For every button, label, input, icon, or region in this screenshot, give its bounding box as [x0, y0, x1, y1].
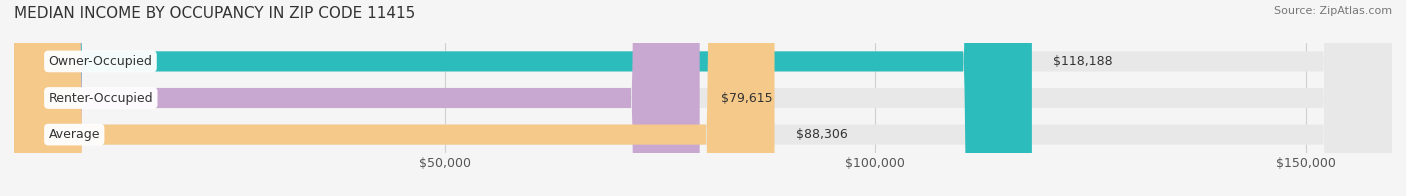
Text: MEDIAN INCOME BY OCCUPANCY IN ZIP CODE 11415: MEDIAN INCOME BY OCCUPANCY IN ZIP CODE 1… — [14, 6, 415, 21]
Text: Average: Average — [48, 128, 100, 141]
FancyBboxPatch shape — [14, 0, 700, 196]
Text: $118,188: $118,188 — [1053, 55, 1114, 68]
Text: Source: ZipAtlas.com: Source: ZipAtlas.com — [1274, 6, 1392, 16]
Text: Renter-Occupied: Renter-Occupied — [48, 92, 153, 104]
Text: $88,306: $88,306 — [796, 128, 848, 141]
Text: $79,615: $79,615 — [721, 92, 773, 104]
FancyBboxPatch shape — [14, 0, 1032, 196]
FancyBboxPatch shape — [14, 0, 775, 196]
FancyBboxPatch shape — [14, 0, 1392, 196]
FancyBboxPatch shape — [14, 0, 1392, 196]
Text: Owner-Occupied: Owner-Occupied — [48, 55, 152, 68]
FancyBboxPatch shape — [14, 0, 1392, 196]
